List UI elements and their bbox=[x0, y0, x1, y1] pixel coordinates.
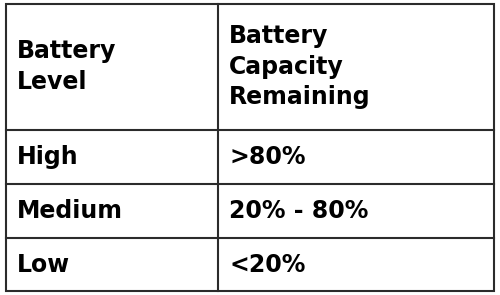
Text: High: High bbox=[17, 145, 78, 169]
Text: 20% - 80%: 20% - 80% bbox=[230, 199, 368, 223]
Text: >80%: >80% bbox=[230, 145, 306, 169]
Text: Low: Low bbox=[17, 253, 70, 276]
Text: Medium: Medium bbox=[17, 199, 123, 223]
Text: Battery
Level: Battery Level bbox=[17, 40, 116, 94]
Text: Battery
Capacity
Remaining: Battery Capacity Remaining bbox=[230, 24, 371, 109]
Text: <20%: <20% bbox=[230, 253, 306, 276]
